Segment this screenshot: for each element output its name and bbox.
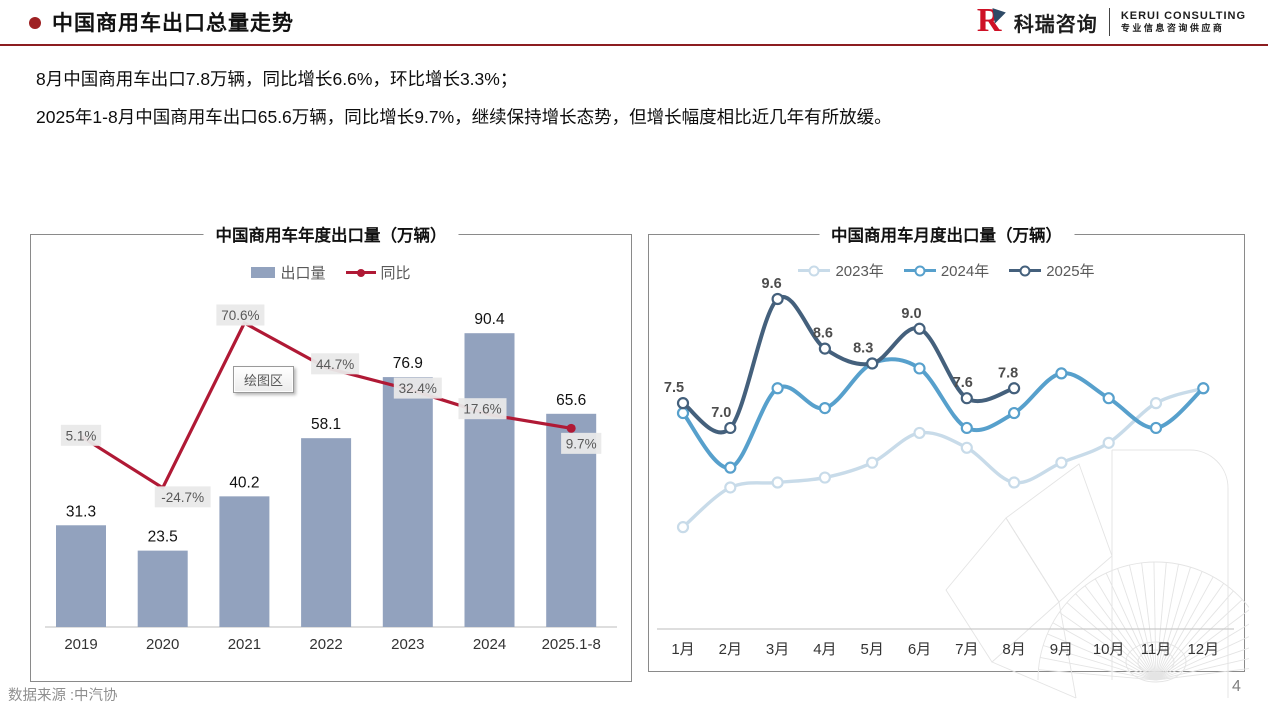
page-number: 4 <box>1232 678 1241 695</box>
svg-text:2023: 2023 <box>391 636 424 653</box>
svg-text:2025.1-8: 2025.1-8 <box>542 636 601 653</box>
svg-text:8.3: 8.3 <box>853 340 873 356</box>
logo-name-en: KERUI CONSULTING <box>1120 9 1246 22</box>
monthly-chart-plot[interactable]: 1月 2月 3月 4月 5月 6月 7月 8月 9月 10月 11月 12月 7.5 7.0 9.6 8.6 8… <box>649 235 1242 669</box>
legend-item-2025: 2025年 <box>1009 260 1095 281</box>
line-2025-swatch-icon <box>1009 265 1042 276</box>
svg-text:9月: 9月 <box>1050 641 1073 658</box>
bar-2023[interactable] <box>382 377 433 627</box>
svg-text:-24.7%: -24.7% <box>161 490 204 505</box>
annual-export-chart[interactable]: 中国商用车年度出口量（万辆） 出口量 同比 31.3 23.5 40.2 58.1 76… <box>30 222 632 682</box>
svg-text:65.6: 65.6 <box>556 392 586 409</box>
svg-text:9.6: 9.6 <box>762 276 782 292</box>
svg-text:7.8: 7.8 <box>998 365 1018 381</box>
logo-separator <box>1108 8 1110 36</box>
svg-text:2021: 2021 <box>228 636 261 653</box>
svg-text:2020: 2020 <box>146 636 179 653</box>
line-2025年[interactable] <box>681 294 1017 435</box>
svg-text:9.0: 9.0 <box>901 306 921 322</box>
legend-item-2023: 2023年 <box>798 260 884 281</box>
data-source: 数据来源 :中汽协 <box>8 688 118 704</box>
annual-chart-legend: 出口量 同比 <box>31 262 631 283</box>
svg-text:17.6%: 17.6% <box>463 402 501 417</box>
legend-item-yoy: 同比 <box>345 262 411 283</box>
summary-line-1: 8月中国商用车出口7.8万辆，同比增长6.6%，环比增长3.3%； <box>36 69 518 89</box>
svg-text:2024: 2024 <box>473 636 506 653</box>
svg-text:76.9: 76.9 <box>393 355 423 372</box>
svg-text:7.0: 7.0 <box>711 405 731 421</box>
svg-text:44.7%: 44.7% <box>316 357 354 372</box>
svg-text:9.7%: 9.7% <box>566 436 597 451</box>
svg-text:31.3: 31.3 <box>66 503 96 520</box>
line-2024-swatch-icon <box>903 265 936 276</box>
bar-2024[interactable] <box>464 333 515 627</box>
plot-area-tooltip: 绘图区 <box>233 366 295 393</box>
legend-item-2024: 2024年 <box>903 260 989 281</box>
logo-name-cn: 科瑞咨询 <box>1013 13 1098 36</box>
svg-text:3月: 3月 <box>766 641 789 658</box>
svg-text:11月: 11月 <box>1141 641 1172 658</box>
monthly-chart-title: 中国商用车月度出口量（万辆） <box>819 222 1074 246</box>
svg-text:23.5: 23.5 <box>148 529 178 546</box>
legend-item-volume: 出口量 <box>251 262 326 283</box>
bar-2021[interactable] <box>219 496 270 627</box>
svg-text:58.1: 58.1 <box>311 416 341 433</box>
company-logo: R 科瑞咨询 KERUI CONSULTING 专业信息咨询供应商 <box>977 2 1246 39</box>
logo-r-icon: R <box>977 2 1007 39</box>
page-title: 中国商用车出口总量走势 <box>52 12 294 35</box>
bar-2019[interactable] <box>56 525 106 627</box>
svg-text:6月: 6月 <box>908 641 931 658</box>
annual-chart-title: 中国商用车年度出口量（万辆） <box>203 222 459 246</box>
svg-text:40.2: 40.2 <box>229 474 259 491</box>
svg-text:8月: 8月 <box>1002 641 1025 658</box>
svg-text:5月: 5月 <box>861 641 884 658</box>
svg-text:12月: 12月 <box>1187 641 1219 658</box>
svg-text:7月: 7月 <box>955 641 978 658</box>
bar-2020[interactable] <box>137 550 188 627</box>
line-2024年[interactable] <box>681 357 1206 470</box>
svg-text:90.4: 90.4 <box>474 311 505 328</box>
annual-chart-plot[interactable]: 31.3 23.5 40.2 58.1 76.9 90.4 65.6 2019 2020 2021… <box>31 235 629 679</box>
svg-text:7.6: 7.6 <box>953 375 973 391</box>
svg-text:32.4%: 32.4% <box>399 381 437 396</box>
svg-text:10月: 10月 <box>1093 641 1125 658</box>
summary-text: 8月中国商用车出口7.8万辆，同比增长6.6%，环比增长3.3%； 2025年1… <box>36 60 1236 136</box>
svg-text:2022: 2022 <box>309 636 342 653</box>
monthly-export-chart[interactable]: 中国商用车月度出口量（万辆） 2023年 2024年 2025年 1月 2月 3月 4… <box>648 222 1249 699</box>
svg-text:2月: 2月 <box>719 641 742 658</box>
svg-text:7.5: 7.5 <box>664 380 684 396</box>
line-2023-swatch-icon <box>798 265 831 276</box>
line-swatch-icon <box>345 268 376 277</box>
bar-swatch-icon <box>251 267 276 278</box>
svg-text:70.6%: 70.6% <box>221 308 259 323</box>
title-bullet-icon <box>29 17 41 29</box>
svg-text:8.6: 8.6 <box>813 326 833 342</box>
logo-tagline: 专业信息咨询供应商 <box>1120 23 1225 34</box>
summary-line-2: 2025年1-8月中国商用车出口65.6万辆，同比增长9.7%，继续保持增长态势… <box>36 107 892 127</box>
monthly-chart-legend: 2023年 2024年 2025年 <box>649 260 1244 281</box>
bar-2022[interactable] <box>301 438 352 627</box>
svg-text:4月: 4月 <box>813 641 836 658</box>
svg-text:2019: 2019 <box>64 636 97 653</box>
svg-text:1月: 1月 <box>671 641 694 658</box>
svg-text:5.1%: 5.1% <box>66 428 97 443</box>
header-divider <box>0 44 1268 46</box>
